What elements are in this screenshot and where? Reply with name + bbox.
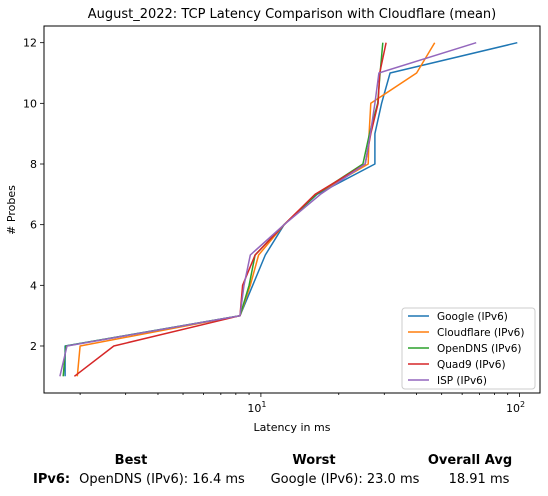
- y-tick-label-1: 4: [30, 279, 37, 292]
- x-axis-ticks: 101 102: [79, 393, 525, 415]
- y-tick-label-3: 8: [30, 158, 37, 171]
- row-label-colon: :: [64, 472, 71, 487]
- series-line-4: [59, 41, 477, 377]
- row-label-text: IPv6: [33, 472, 65, 487]
- legend: Google (IPv6) Cloudflare (IPv6) OpenDNS (I…: [401, 307, 536, 390]
- row-label: IPv6:: [33, 472, 70, 487]
- plot-area: [43, 25, 541, 394]
- y-tick-label-5: 12: [23, 37, 37, 50]
- legend-label-4: ISP (IPv6): [437, 375, 487, 387]
- legend-label-1: Cloudflare (IPv6): [437, 327, 524, 339]
- worst-header: Worst: [292, 453, 336, 468]
- series-line-1: [76, 42, 436, 377]
- y-tick-label-2: 6: [30, 219, 37, 232]
- series-layer: [59, 41, 518, 377]
- overall-avg-value: 18.91 ms: [448, 472, 510, 487]
- x-tick-exponent-1: 2: [520, 400, 525, 409]
- best-header: Best: [114, 453, 148, 468]
- x-tick-label-0: 101: [247, 400, 266, 415]
- y-axis-ticks: 2 4 6 8 10 12: [23, 37, 44, 353]
- summary-table: Best Worst Overall Avg IPv6: OpenDNS (IP…: [0, 448, 548, 496]
- legend-label-2: OpenDNS (IPv6): [437, 343, 522, 355]
- legend-box: [401, 307, 536, 390]
- latency-chart: August_2022: TCP Latency Comparison with…: [5, 7, 541, 434]
- x-axis-label: Latency in ms: [254, 421, 331, 434]
- series-line-2: [62, 42, 384, 377]
- series-line-3: [73, 42, 387, 377]
- worst-value: Google (IPv6): 23.0 ms: [270, 472, 420, 487]
- legend-items: Google (IPv6) Cloudflare (IPv6) OpenDNS (I…: [408, 311, 524, 387]
- legend-label-0: Google (IPv6): [437, 311, 508, 323]
- y-tick-label-0: 2: [30, 340, 37, 353]
- overall-avg-header: Overall Avg: [427, 453, 513, 468]
- y-axis-label: # Probes: [5, 185, 18, 235]
- x-tick-exponent-0: 1: [261, 400, 266, 409]
- x-tick-label-1: 102: [506, 400, 525, 415]
- best-value: OpenDNS (IPv6): 16.4 ms: [79, 472, 245, 487]
- y-tick-label-4: 10: [23, 97, 37, 110]
- legend-label-3: Quad9 (IPv6): [437, 359, 506, 371]
- chart-title: August_2022: TCP Latency Comparison with…: [88, 7, 497, 22]
